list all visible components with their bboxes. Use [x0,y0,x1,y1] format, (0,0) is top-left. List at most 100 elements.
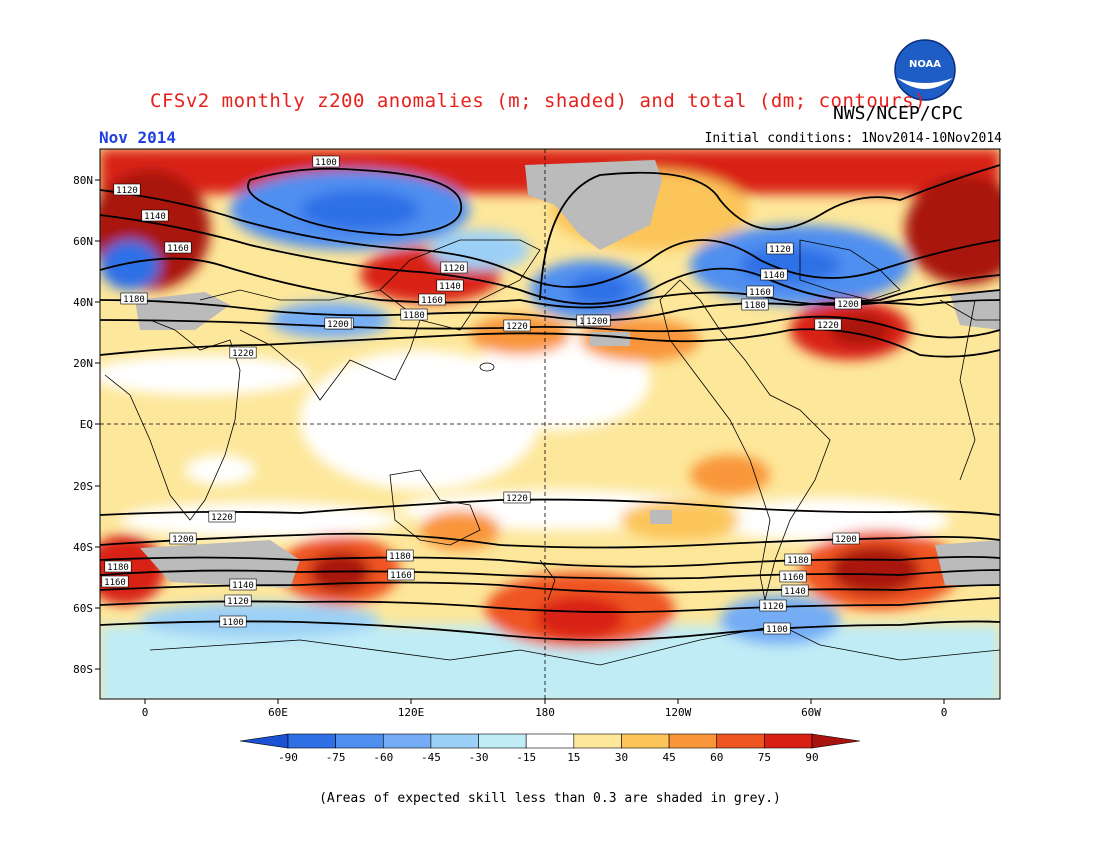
lat-label: 60S [73,602,93,615]
svg-text:1180: 1180 [744,301,766,311]
svg-text:1120: 1120 [762,602,784,612]
contour-label: 1180 [386,549,414,562]
contour-label: 1180 [784,553,812,566]
contour-label: 1220 [814,318,842,331]
colorbar-tick-label: -60 [373,751,393,764]
lat-label: 40S [73,541,93,554]
svg-text:1120: 1120 [227,597,249,607]
svg-text:1100: 1100 [766,625,788,635]
anomaly-shading [100,149,1000,699]
initial-conditions-label: Initial conditions: 1Nov2014-10Nov2014 [704,131,1002,146]
lat-label: 20S [73,480,93,493]
contour-label: 1140 [436,279,464,292]
contour-label: 1160 [164,241,192,254]
colorbar-tick-label: -30 [469,751,489,764]
latitude-labels: 80N 60N 40N 20N EQ 20S 40S 60S 80S [73,174,100,676]
contour-label: 1180 [104,560,132,573]
svg-text:1200: 1200 [586,317,608,327]
colorbar-segment [764,733,813,749]
contour-label: 1140 [141,209,169,222]
colorbar-tick-label: 75 [758,751,771,764]
colorbar-segment [811,733,861,749]
contour-label: 1180 [400,308,428,321]
colorbar-segment [430,733,479,749]
contour-label: 1200 [583,314,611,327]
colorbar-segment [668,733,718,749]
colorbar-segment [525,733,575,749]
lat-label: 40N [73,296,93,309]
lat-label: 20N [73,357,93,370]
svg-text:1220: 1220 [817,321,839,331]
lon-label: 180 [535,706,555,719]
colorbar-tick-label: -90 [278,751,298,764]
colorbar-tick-label: -15 [516,751,536,764]
svg-text:1140: 1140 [144,212,166,222]
contour-label: 1180 [120,292,148,305]
svg-text:1200: 1200 [327,320,349,330]
contour-label: 1140 [229,578,257,591]
svg-text:1160: 1160 [782,573,804,583]
contour-label: 1160 [418,293,446,306]
svg-text:1120: 1120 [769,245,791,255]
contour-label: 1160 [387,568,415,581]
lon-label: 120E [398,706,425,719]
svg-text:1140: 1140 [439,282,461,292]
colorbar-segment [382,733,432,749]
contour-label: 1160 [746,285,774,298]
svg-text:1200: 1200 [835,535,857,545]
svg-text:1180: 1180 [389,552,411,562]
contour-label: 1100 [312,155,340,168]
coastlines [104,239,1000,666]
svg-text:1220: 1220 [211,513,233,523]
low-skill-areas [135,160,1000,588]
svg-text:1220: 1220 [232,349,254,359]
contour-label: 1120 [113,183,141,196]
contour-label: 1160 [779,570,807,583]
svg-text:1120: 1120 [443,264,465,274]
contour-label: 1200 [169,532,197,545]
lon-label: 60E [268,706,288,719]
svg-text:1180: 1180 [107,563,129,573]
lon-label: 120W [665,706,692,719]
svg-text:1100: 1100 [315,158,337,168]
lat-label: 80S [73,663,93,676]
colorbar-segment [621,733,670,749]
colorbar-tick-label: 90 [805,751,818,764]
svg-text:1160: 1160 [104,578,126,588]
contour-label: 1120 [766,242,794,255]
colorbar-tick-label: 30 [615,751,628,764]
contour-label: 1200 [832,532,860,545]
noaa-logo-text: NOAA [909,59,941,70]
contour-label: 1100 [219,615,247,628]
contour-label: 1160 [101,575,129,588]
colorbar-segment [478,733,527,749]
noaa-logo-icon: NOAA [894,39,956,101]
contour-label: 1200 [834,297,862,310]
main-title: CFSv2 monthly z200 anomalies (m; shaded)… [150,90,927,112]
svg-text:1140: 1140 [784,587,806,597]
lon-label: 60W [801,706,821,719]
svg-text:1220: 1220 [506,494,528,504]
lat-label: EQ [80,418,93,431]
colorbar-tick-label: -75 [326,751,346,764]
colorbar-tick-label: 60 [710,751,723,764]
svg-text:1160: 1160 [167,244,189,254]
contour-label: 1140 [760,268,788,281]
colorbar-segment [287,733,336,749]
colorbar-tick-label: 45 [662,751,675,764]
svg-text:1120: 1120 [116,186,138,196]
svg-text:1180: 1180 [787,556,809,566]
svg-text:1160: 1160 [749,288,771,298]
svg-text:1180: 1180 [123,295,145,305]
contour-label: 1120 [224,594,252,607]
svg-text:1160: 1160 [421,296,443,306]
colorbar-segment [573,733,622,749]
svg-text:1140: 1140 [763,271,785,281]
contour-labels: 1100112011401160118012001220112011401160… [101,155,862,635]
svg-text:1200: 1200 [172,535,194,545]
lon-label: 0 [142,706,149,719]
svg-text:1200: 1200 [837,300,859,310]
contour-label: 1220 [503,491,531,504]
contour-label: 1120 [759,599,787,612]
